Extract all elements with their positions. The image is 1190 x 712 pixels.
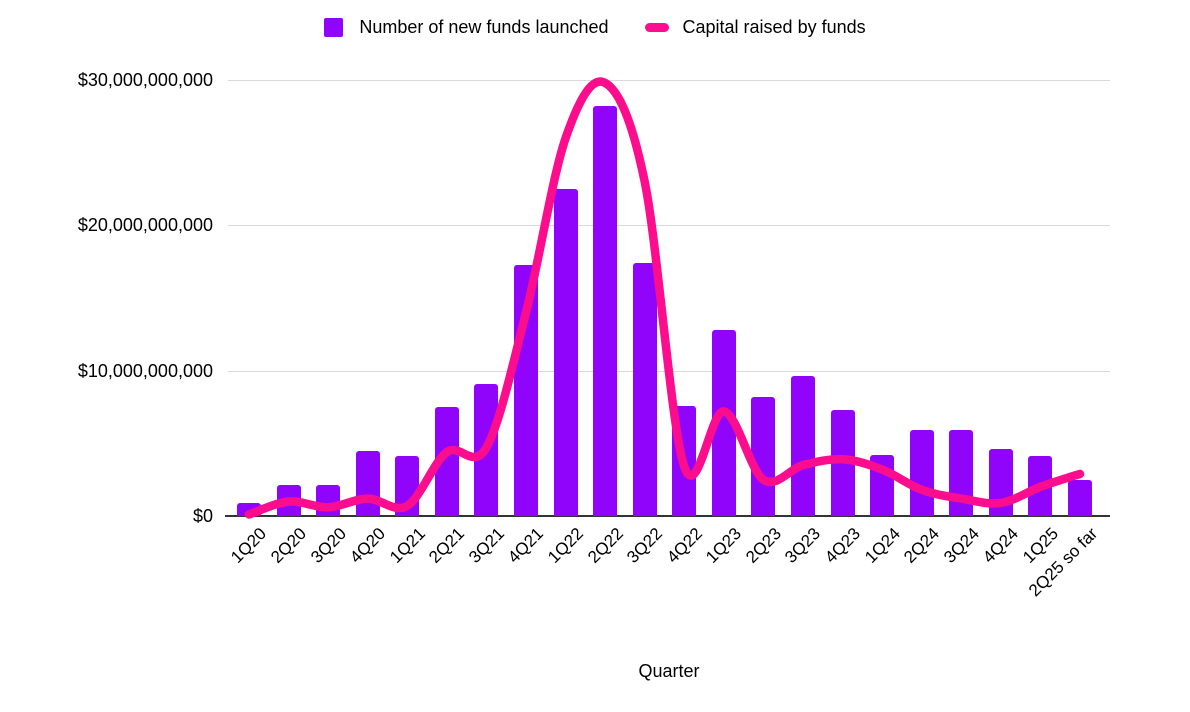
x-axis-tick-label: 3Q22 <box>623 524 667 567</box>
y-axis-tick-label: $20,000,000,000 <box>77 215 213 236</box>
x-axis-tick-label: 4Q24 <box>979 524 1023 567</box>
bar-4q22 <box>672 405 697 516</box>
bar-2q23 <box>751 396 776 516</box>
gridline <box>228 80 1110 81</box>
bar-3q21 <box>474 383 499 516</box>
x-axis-tick-label: 4Q22 <box>662 524 706 567</box>
x-axis-title: Quarter <box>638 661 700 681</box>
y-axis-tick-label: $0 <box>192 506 213 526</box>
x-axis-tick-label: 1Q23 <box>702 524 746 567</box>
bar-1q23 <box>711 329 736 516</box>
bar-3q24 <box>949 430 974 516</box>
gridline <box>228 225 1110 227</box>
bar-4q21 <box>513 264 538 516</box>
bar-1q22 <box>553 189 578 516</box>
x-axis-tick-label: 2Q23 <box>742 524 785 567</box>
bar-1q20 <box>237 502 261 516</box>
x-axis-tick-label: 1Q21 <box>385 524 429 567</box>
bar-2q24 <box>909 430 934 516</box>
bar-2q25-so-far <box>1067 479 1092 516</box>
x-axis-tick-label: 3Q23 <box>781 524 825 567</box>
bar-3q23 <box>790 376 815 516</box>
legend: Number of new funds launched Capital rai… <box>0 12 1190 42</box>
bar-2q21 <box>434 407 459 516</box>
x-axis-tick-label: 4Q20 <box>346 524 390 567</box>
bar-4q23 <box>830 409 855 516</box>
bar-2q20 <box>276 485 301 516</box>
legend-label-funds-launched: Number of new funds launched <box>359 17 609 37</box>
bar-series-swatch-icon <box>324 17 344 37</box>
x-axis-tick-label: 1Q20 <box>227 524 271 567</box>
bar-1q24 <box>870 454 895 516</box>
gridline <box>228 370 1110 372</box>
x-axis-tick-label: 4Q21 <box>504 524 548 567</box>
bar-2q22 <box>593 106 618 516</box>
x-axis-tick-label: 1Q24 <box>860 524 904 567</box>
x-axis-tick-label: 2Q24 <box>900 524 944 567</box>
bar-4q20 <box>355 450 380 516</box>
bar-3q22 <box>632 263 657 516</box>
x-axis-tick-label: 3Q24 <box>939 524 983 567</box>
legend-item-capital-raised: Capital raised by funds <box>644 16 866 38</box>
x-axis-tick-label: 1Q22 <box>544 524 588 567</box>
bar-4q24 <box>988 449 1013 516</box>
x-axis-tick-label: 3Q20 <box>306 524 350 567</box>
legend-label-capital-raised: Capital raised by funds <box>682 17 866 37</box>
x-axis-tick-label: 2Q22 <box>583 524 627 567</box>
line-series-swatch-icon <box>644 22 669 32</box>
bar-1q25 <box>1028 456 1053 516</box>
y-axis-tick-label: $30,000,000,000 <box>77 70 213 90</box>
x-axis-tick-label: 4Q23 <box>821 524 865 567</box>
x-axis-tick-label: 3Q21 <box>465 524 508 567</box>
x-axis-tick-label: 2Q20 <box>267 524 311 567</box>
bar-1q21 <box>395 456 420 516</box>
x-axis-tick-label: 2Q21 <box>425 524 469 567</box>
bar-3q20 <box>316 485 341 516</box>
y-axis-tick-label: $10,000,000,000 <box>77 360 213 381</box>
legend-item-funds-launched: Number of new funds launched <box>324 16 609 38</box>
